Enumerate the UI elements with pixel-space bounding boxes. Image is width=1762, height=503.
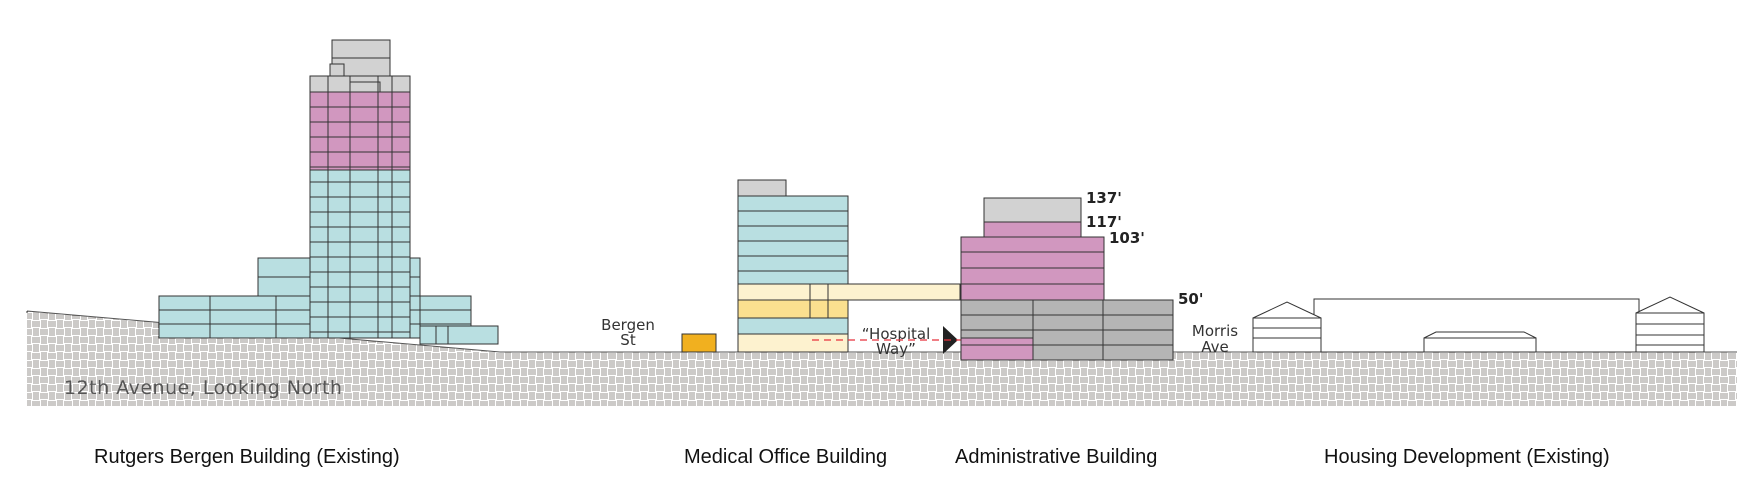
hospital-way-line2: Way”: [876, 340, 916, 358]
bergen-st-line1: Bergen: [601, 316, 655, 334]
orange-block: [681, 333, 717, 353]
label-rutgers-bergen-building: Rutgers Bergen Building (Existing): [94, 446, 400, 468]
morris-ave-line2: Ave: [1201, 338, 1229, 356]
hospital-way-line1: “Hospital: [862, 325, 931, 343]
height-137: 137': [1086, 189, 1122, 207]
bergen-st-label: Bergen St: [601, 316, 655, 349]
morris-ave-line1: Morris: [1192, 322, 1238, 340]
height-103: 103': [1109, 229, 1145, 247]
height-117: 117': [1086, 213, 1122, 231]
housing-development: [1252, 296, 1705, 353]
label-housing-development: Housing Development (Existing): [1324, 446, 1610, 468]
hospital-way: “Hospital Way”: [812, 325, 1052, 358]
ground-label: 12th Avenue, Looking North: [64, 377, 342, 399]
ground-hatch: [27, 311, 1737, 406]
morris-ave-label: Morris Ave: [1192, 322, 1238, 356]
rutgers-bergen-building: [26, 39, 499, 345]
label-administrative-building: Administrative Building: [955, 446, 1158, 468]
label-medical-office-building: Medical Office Building: [684, 446, 888, 468]
administrative-building: [960, 197, 1174, 361]
medical-office-building: [737, 179, 961, 353]
height-50: 50': [1178, 290, 1203, 308]
bergen-st-line2: St: [620, 331, 636, 349]
